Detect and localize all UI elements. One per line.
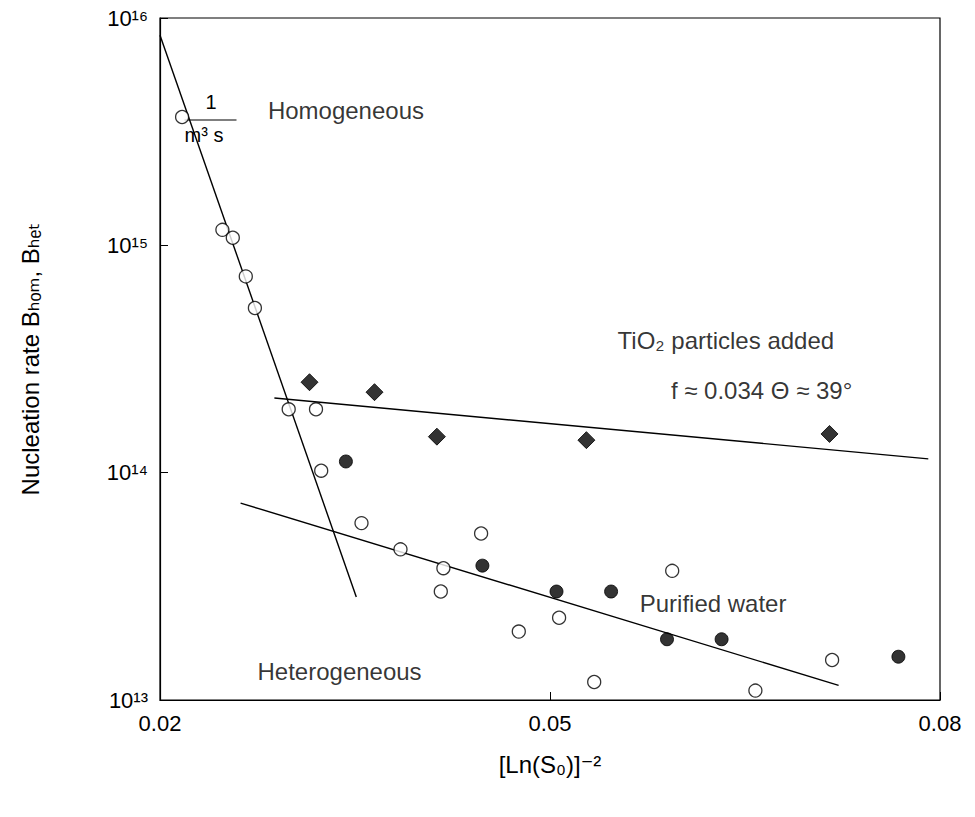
svg-text:0.08: 0.08	[919, 711, 962, 736]
svg-text:[Ln(S₀)]⁻²: [Ln(S₀)]⁻²	[499, 751, 602, 778]
svg-text:Nucleation rate Bₕₒₘ, Bₕₑₜ: Nucleation rate Bₕₒₘ, Bₕₑₜ	[17, 223, 44, 496]
svg-text:10¹⁵: 10¹⁵	[107, 233, 148, 258]
svg-text:10¹⁴: 10¹⁴	[107, 460, 148, 485]
svg-text:f ≈ 0.034 Θ ≈ 39°: f ≈ 0.034 Θ ≈ 39°	[671, 377, 852, 404]
svg-text:1: 1	[206, 91, 217, 113]
svg-text:Purified water: Purified water	[640, 590, 787, 617]
svg-text:Heterogeneous: Heterogeneous	[258, 658, 422, 685]
svg-text:10¹⁶: 10¹⁶	[107, 6, 148, 31]
svg-text:10¹³: 10¹³	[109, 688, 148, 713]
svg-text:0.05: 0.05	[529, 711, 572, 736]
svg-text:m³ s: m³ s	[185, 124, 224, 146]
svg-text:TiO₂ particles added: TiO₂ particles added	[618, 327, 835, 354]
svg-text:Homogeneous: Homogeneous	[268, 97, 424, 124]
svg-text:0.02: 0.02	[139, 711, 182, 736]
